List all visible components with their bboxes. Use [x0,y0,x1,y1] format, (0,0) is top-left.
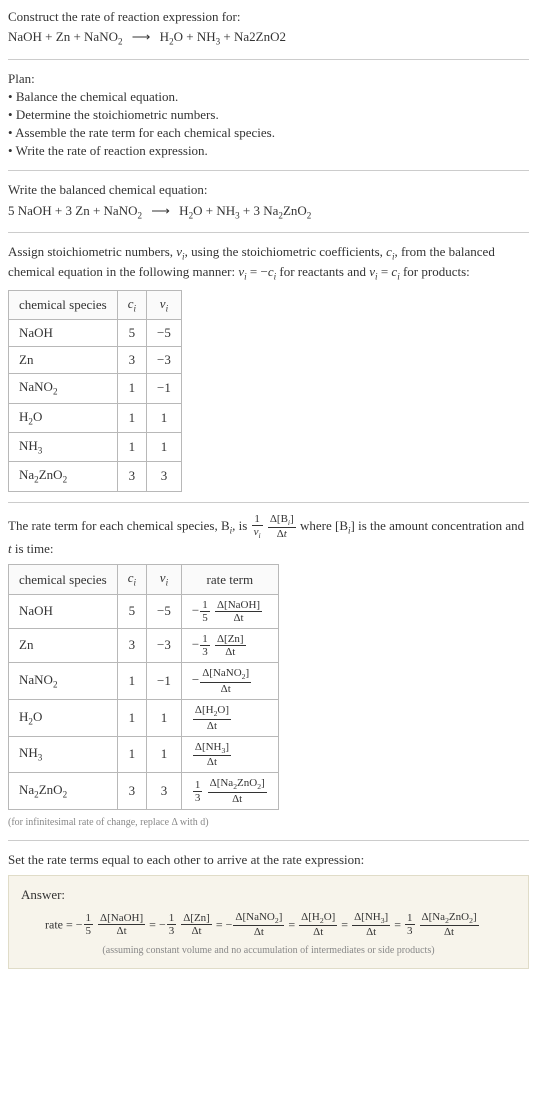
rate-term-table: chemical species ci νi rate term NaOH5−5… [8,564,279,810]
table-cell: NaNO2 [9,374,118,403]
table-cell: NaOH [9,319,118,346]
divider [8,170,529,171]
table-cell: 1 [117,736,146,773]
answer-title: Answer: [21,886,516,904]
table-cell: 3 [117,347,146,374]
table-cell: 3 [117,462,146,491]
table-row: NaNO21−1 [9,374,182,403]
table-cell: −15 Δ[NaOH]Δt [181,594,278,628]
table-row: chemical species ci νi [9,290,182,319]
plan-list: Balance the chemical equation. Determine… [8,88,529,161]
table-cell: Δ[NH3]Δt [181,736,278,773]
plan-item: Determine the stoichiometric numbers. [8,106,529,124]
table-row: NaNO21−1−Δ[NaNO2]Δt [9,663,279,700]
table-cell: 1 [147,403,182,432]
fraction: 1νi [251,513,264,541]
stoichiometric-table: chemical species ci νi NaOH5−5 Zn3−3 NaN… [8,290,182,492]
table-row: chemical species ci νi rate term [9,565,279,594]
table-cell: 1 [147,736,182,773]
table-cell: H2O [9,403,118,432]
plan-item: Balance the chemical equation. [8,88,529,106]
table-cell: NH3 [9,432,118,461]
table-cell: 3 [117,628,146,662]
table-cell: −1 [147,663,182,700]
balanced-title: Write the balanced chemical equation: [8,181,529,199]
table-cell: 5 [117,319,146,346]
table-cell: NH3 [9,736,118,773]
header-section: Construct the rate of reaction expressio… [8,8,529,49]
table-header: νi [147,565,182,594]
initial-equation: NaOH + Zn + NaNO2 ⟶ H2O + NH3 + Na2ZnO2 [8,28,529,48]
table-row: NH311 [9,432,182,461]
rate-expression: rate = −15 Δ[NaOH]Δt = −13 Δ[Zn]Δt = −Δ[… [21,911,516,939]
table-cell: Zn [9,628,118,662]
table-cell: 3 [117,773,146,810]
table-row: NaOH5−5 [9,319,182,346]
rate-term-section: The rate term for each chemical species,… [8,513,529,831]
table-cell: 1 [117,432,146,461]
table-cell: Δ[H2O]Δt [181,699,278,736]
table-cell: 1 [117,699,146,736]
table-cell: 13 Δ[Na2ZnO2]Δt [181,773,278,810]
table-cell: −Δ[NaNO2]Δt [181,663,278,700]
answer-box: Answer: rate = −15 Δ[NaOH]Δt = −13 Δ[Zn]… [8,875,529,969]
table-cell: 1 [147,699,182,736]
table-row: Na2ZnO233 [9,462,182,491]
table-row: Na2ZnO23313 Δ[Na2ZnO2]Δt [9,773,279,810]
set-equal-text: Set the rate terms equal to each other t… [8,851,529,869]
table-header: νi [147,290,182,319]
table-cell: NaOH [9,594,118,628]
divider [8,59,529,60]
assign-section: Assign stoichiometric numbers, νi, using… [8,243,529,492]
table-header: chemical species [9,290,118,319]
balanced-equation: 5 NaOH + 3 Zn + NaNO2 ⟶ H2O + NH3 + 3 Na… [8,202,529,222]
fraction: Δ[Bi]Δt [267,513,297,541]
balanced-section: Write the balanced chemical equation: 5 … [8,181,529,222]
table-cell: −13 Δ[Zn]Δt [181,628,278,662]
arrow-icon: ⟶ [126,29,157,44]
infinitesimal-note: (for infinitesimal rate of change, repla… [8,816,529,830]
table-cell: 3 [147,773,182,810]
table-header: ci [117,290,146,319]
table-cell: Zn [9,347,118,374]
divider [8,502,529,503]
table-row: Zn3−3 [9,347,182,374]
table-row: Zn3−3−13 Δ[Zn]Δt [9,628,279,662]
answer-note: (assuming constant volume and no accumul… [21,944,516,958]
table-cell: −3 [147,347,182,374]
table-row: NaOH5−5−15 Δ[NaOH]Δt [9,594,279,628]
plan-section: Plan: Balance the chemical equation. Det… [8,70,529,161]
arrow-icon: ⟶ [145,203,176,218]
table-cell: −3 [147,628,182,662]
table-cell: 1 [117,663,146,700]
table-cell: Na2ZnO2 [9,773,118,810]
table-row: H2O11Δ[H2O]Δt [9,699,279,736]
table-cell: 1 [147,432,182,461]
table-cell: −5 [147,319,182,346]
plan-title: Plan: [8,70,529,88]
construct-text: Construct the rate of reaction expressio… [8,8,529,26]
table-cell: 3 [147,462,182,491]
table-cell: −1 [147,374,182,403]
table-header: ci [117,565,146,594]
table-header: chemical species [9,565,118,594]
table-cell: 5 [117,594,146,628]
table-row: H2O11 [9,403,182,432]
table-cell: −5 [147,594,182,628]
plan-item: Assemble the rate term for each chemical… [8,124,529,142]
table-cell: H2O [9,699,118,736]
table-row: NH311Δ[NH3]Δt [9,736,279,773]
plan-item: Write the rate of reaction expression. [8,142,529,160]
table-cell: 1 [117,374,146,403]
table-cell: NaNO2 [9,663,118,700]
table-cell: Na2ZnO2 [9,462,118,491]
table-cell: 1 [117,403,146,432]
table-header: rate term [181,565,278,594]
divider [8,232,529,233]
divider [8,840,529,841]
